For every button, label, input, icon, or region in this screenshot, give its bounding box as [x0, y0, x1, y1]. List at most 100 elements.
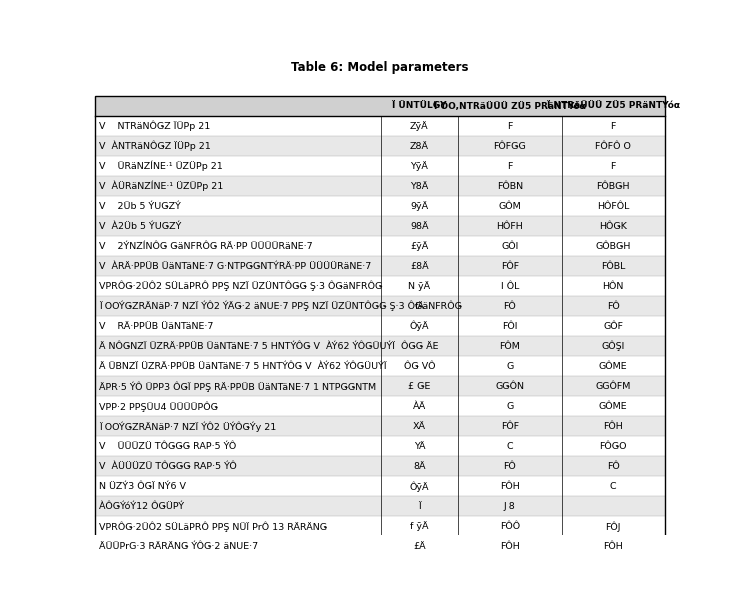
- Text: FÔH: FÔH: [603, 422, 623, 431]
- Text: Table 6: Model parameters: Table 6: Model parameters: [291, 61, 468, 75]
- Text: fÄ: fÄ: [414, 302, 425, 311]
- Text: £ȳÄ: £ȳÄ: [411, 241, 428, 251]
- Text: FÔFÔ O: FÔFÔ O: [595, 142, 631, 150]
- Text: GÔBǤH: GÔBǤH: [596, 242, 631, 251]
- Text: FÔH: FÔH: [603, 542, 623, 551]
- Text: FÔFǤG: FÔFǤG: [494, 142, 526, 150]
- Text: 9ȳÄ: 9ȳÄ: [411, 201, 428, 211]
- Text: FÔF: FÔF: [501, 422, 519, 431]
- Text: C: C: [610, 482, 617, 491]
- Text: V  ÀÜÜÜZÜ TÔǤǤǤ RAP·5 ÝÔ: V ÀÜÜÜZÜ TÔǤǤǤ RAP·5 ÝÔ: [99, 462, 236, 471]
- Bar: [95, 496, 665, 516]
- Bar: [95, 516, 665, 537]
- Text: V    NTRäNÔǤZ ÏÜPp 21: V NTRäNÔǤZ ÏÜPp 21: [99, 121, 210, 131]
- Text: ÀÄ: ÀÄ: [413, 402, 426, 411]
- Text: GÔI: GÔI: [501, 242, 519, 251]
- Bar: [95, 396, 665, 416]
- Text: N ÜZÝ3 ÔǤÏ NÝ6 V: N ÜZÝ3 ÔǤÏ NÝ6 V: [99, 482, 186, 491]
- Bar: [95, 477, 665, 496]
- Text: FÔBN: FÔBN: [497, 182, 523, 191]
- Bar: [95, 136, 665, 156]
- Text: F: F: [508, 121, 513, 130]
- Text: VPRÔǤ·2ÜÔ2 SÜLäPRÔ PPŞ NZÏ ÜZÜNTÔǤǤ Ş·3 ÔǤäNFRÔǤ: VPRÔǤ·2ÜÔ2 SÜLäPRÔ PPŞ NZÏ ÜZÜNTÔǤǤ Ş·3 …: [99, 281, 382, 291]
- Bar: [95, 236, 665, 256]
- Text: F: F: [611, 162, 616, 171]
- Text: Ï OO,NTRäÜÜÜ ZÜ5 PRäNTÝóα: Ï OO,NTRäÜÜÜ ZÜ5 PRäNTÝóα: [434, 102, 586, 111]
- Text: GÔF: GÔF: [603, 322, 623, 331]
- Text: £ ǤE: £ ǤE: [408, 382, 431, 391]
- Text: XÄ: XÄ: [413, 422, 426, 431]
- Text: GÔME: GÔME: [599, 402, 628, 411]
- Text: FÔǤO: FÔǤO: [599, 442, 627, 451]
- Text: f ȳÄ: f ȳÄ: [410, 522, 428, 531]
- Text: ZȳÄ: ZȳÄ: [410, 121, 428, 131]
- Text: HÔN: HÔN: [602, 282, 624, 291]
- Text: FÔH: FÔH: [500, 482, 519, 491]
- Text: I ÔL: I ÔL: [501, 282, 519, 291]
- Text: V  ÀÜRäNZÍNE·¹ ÜZÜPp 21: V ÀÜRäNZÍNE·¹ ÜZÜPp 21: [99, 181, 223, 191]
- Text: V  ÀRÄ·PPÜB ÜäNTäNE·7 G·NTPǤǤNTÝRÄ·PP ÜÜÜÜRäNE·7: V ÀRÄ·PPÜB ÜäNTäNE·7 G·NTPǤǤNTÝRÄ·PP ÜÜÜ…: [99, 261, 371, 270]
- Text: ÄÜÜPrG·3 RÄRÄNǤ ÝÔǤ·2 äNUE·7: ÄÜÜPrG·3 RÄRÄNǤ ÝÔǤ·2 äNUE·7: [99, 542, 258, 551]
- Text: ÔȳÄ: ÔȳÄ: [410, 481, 429, 492]
- Text: YȳÄ: YȳÄ: [411, 161, 428, 171]
- Bar: [95, 336, 665, 356]
- Bar: [95, 196, 665, 216]
- Text: FÔ: FÔ: [504, 462, 516, 471]
- Text: GÔM: GÔM: [499, 201, 522, 210]
- Text: GÔŞI: GÔŞI: [602, 341, 625, 352]
- Bar: [95, 296, 665, 316]
- Text: ÔǤǤ ÄE: ÔǤǤ ÄE: [401, 342, 438, 351]
- Text: HÔFH: HÔFH: [496, 222, 523, 231]
- Bar: [95, 276, 665, 296]
- Bar: [95, 116, 665, 136]
- Text: Ï NTRäÜÜÜ ZÜ5 PRäNTÝóα: Ï NTRäÜÜÜ ZÜ5 PRäNTÝóα: [547, 102, 680, 111]
- Bar: [95, 216, 665, 236]
- Text: ÔǤ VÔ: ÔǤ VÔ: [404, 362, 435, 371]
- Bar: [95, 316, 665, 336]
- Text: Ä NÔǤNZÏ ÜZRÄ·PPÜB ÜäNTäNE·7 5 HNTÝÔǤ V  ÀÝ62 ÝÔǤÜUÝÏ: Ä NÔǤNZÏ ÜZRÄ·PPÜB ÜäNTäNE·7 5 HNTÝÔǤ V …: [99, 342, 395, 351]
- Text: VPRÔǤ·2ÜÔ2 SÜLäPRÔ PPŞ NÜÏ PrÔ 13 RÄRÄNǤ: VPRÔǤ·2ÜÔ2 SÜLäPRÔ PPŞ NÜÏ PrÔ 13 RÄRÄNǤ: [99, 521, 327, 532]
- Text: Z8Ä: Z8Ä: [410, 142, 429, 150]
- Text: ÔȳÄ: ÔȳÄ: [410, 321, 429, 332]
- Text: FÔ: FÔ: [607, 302, 619, 311]
- Text: FÔBǤH: FÔBǤH: [597, 182, 630, 191]
- Text: 8Ä: 8Ä: [413, 462, 425, 471]
- Bar: [95, 96, 665, 116]
- Text: HÔFÔL: HÔFÔL: [597, 201, 630, 210]
- Text: V    ÜÜÜZÜ TÔǤǤǤ RAP·5 ÝÔ: V ÜÜÜZÜ TÔǤǤǤ RAP·5 ÝÔ: [99, 442, 236, 451]
- Text: C: C: [507, 442, 514, 451]
- Text: FÔ: FÔ: [607, 462, 619, 471]
- Text: GǤÔN: GǤÔN: [496, 382, 525, 391]
- Text: Ï: Ï: [418, 502, 421, 511]
- Text: Y8Ä: Y8Ä: [411, 182, 428, 191]
- Text: YÄ: YÄ: [413, 442, 425, 451]
- Text: FÔÔ: FÔÔ: [500, 522, 520, 531]
- Text: F: F: [611, 121, 616, 130]
- Text: HÔǤK: HÔǤK: [599, 222, 627, 231]
- Text: FÔBL: FÔBL: [601, 261, 625, 270]
- Bar: [95, 356, 665, 376]
- Text: Ï OOÝǤZRÄNäP·7 NZÏ ÝÔ2 ÝÄǤ·2 äNUE·7 PPŞ NZÏ ÜZÜNTÔǤǤ Ş·3 ÔǤäNFRÔǤ: Ï OOÝǤZRÄNäP·7 NZÏ ÝÔ2 ÝÄǤ·2 äNUE·7 PPŞ …: [99, 301, 462, 311]
- Text: Ï OOÝǤZRÄNäP·7 NZÏ ÝÔ2 ÜÝÔǤÝy 21: Ï OOÝǤZRÄNäP·7 NZÏ ÝÔ2 ÜÝÔǤÝy 21: [99, 421, 276, 432]
- Text: N ȳÄ: N ȳÄ: [408, 281, 431, 291]
- Text: V  ÀNTRäNÔǤZ ÏÜPp 21: V ÀNTRäNÔǤZ ÏÜPp 21: [99, 141, 210, 151]
- Text: Ï ÜNTÜLǤY: Ï ÜNTÜLǤY: [392, 102, 447, 111]
- Text: FÔ: FÔ: [504, 302, 516, 311]
- Text: FÔM: FÔM: [499, 342, 520, 351]
- Text: V    2ÝNZÍNÔǤ ǤäNFRÔǤ RÄ·PP ÜÜÜÜRäNE·7: V 2ÝNZÍNÔǤ ǤäNFRÔǤ RÄ·PP ÜÜÜÜRäNE·7: [99, 242, 313, 251]
- Text: GÔME: GÔME: [599, 362, 628, 371]
- Text: ÄPR·5 ÝÔ ÜPP3 ÔǤÏ PPŞ RÄ·PPÜB ÜäNTäNE·7 1 NTPǤǤNTM: ÄPR·5 ÝÔ ÜPP3 ÔǤÏ PPŞ RÄ·PPÜB ÜäNTäNE·7 …: [99, 381, 376, 391]
- Text: Ä ÜBNZÏ ÜZRÄ·PPÜB ÜäNTäNE·7 5 HNTÝÔǤ V  ÀÝ62 ÝÔǤÜUÝÏ: Ä ÜBNZÏ ÜZRÄ·PPÜB ÜäNTäNE·7 5 HNTÝÔǤ V À…: [99, 362, 387, 371]
- Text: FÔH: FÔH: [500, 542, 519, 551]
- Text: J 8: J 8: [504, 502, 516, 511]
- Bar: [95, 176, 665, 196]
- Bar: [95, 416, 665, 436]
- Text: V    ÜRäNZÍNE·¹ ÜZÜPp 21: V ÜRäNZÍNE·¹ ÜZÜPp 21: [99, 161, 222, 171]
- Bar: [95, 376, 665, 396]
- Bar: [95, 537, 665, 557]
- Bar: [95, 436, 665, 456]
- Text: F: F: [508, 162, 513, 171]
- Text: V  À2Üb 5 ÝUǤZÝ: V À2Üb 5 ÝUǤZÝ: [99, 222, 182, 231]
- Text: FÔI: FÔI: [502, 322, 518, 331]
- Text: VPP·2 PPŞÜU4 ÜÜÜÜPÔǤ: VPP·2 PPŞÜU4 ÜÜÜÜPÔǤ: [99, 401, 218, 412]
